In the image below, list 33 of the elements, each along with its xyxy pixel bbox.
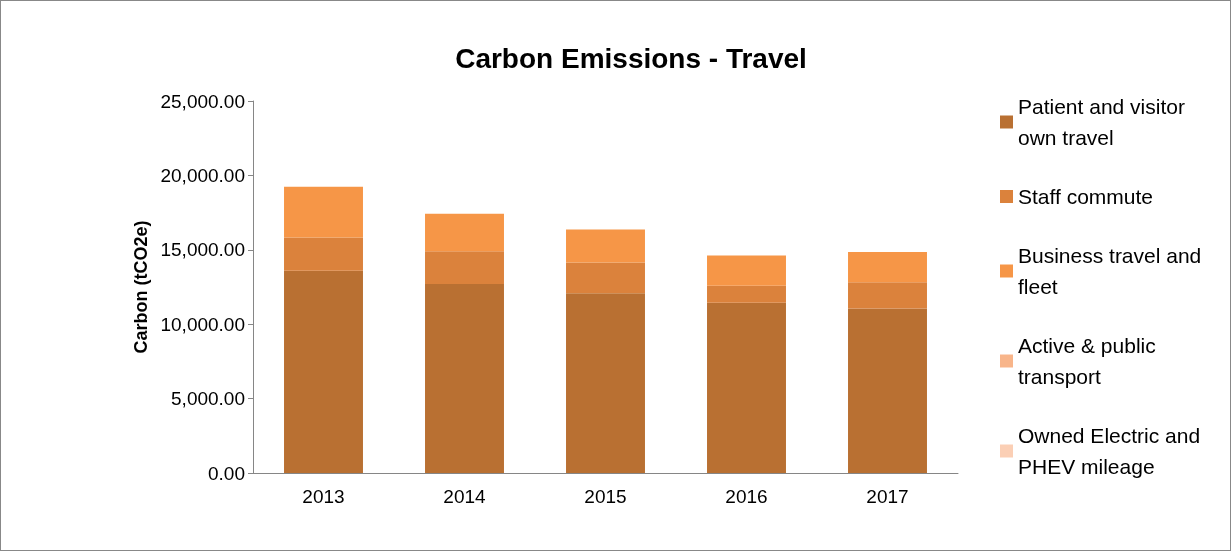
y-tick-label: 20,000.00 bbox=[160, 164, 245, 186]
legend-label: Staff commute bbox=[1018, 185, 1154, 208]
x-tick-label: 2016 bbox=[725, 486, 768, 507]
bar bbox=[707, 285, 786, 303]
bar bbox=[284, 270, 363, 473]
y-tick-label: 10,000.00 bbox=[160, 313, 245, 335]
bar bbox=[425, 251, 504, 284]
legend-label: Owned Electric and PHEV mileage bbox=[1018, 424, 1206, 478]
bar bbox=[566, 293, 645, 473]
bar bbox=[566, 229, 645, 263]
y-tick-label: 5,000.00 bbox=[171, 388, 245, 410]
legend-label: Active & public transport bbox=[1018, 334, 1162, 388]
x-tick-label: 2017 bbox=[866, 486, 909, 507]
bar bbox=[848, 308, 927, 473]
x-tick-label: 2014 bbox=[443, 486, 487, 507]
y-axis-title: Carbon (tCO2e) bbox=[130, 220, 151, 354]
bar bbox=[848, 282, 927, 309]
bar bbox=[284, 237, 363, 271]
bar bbox=[425, 283, 504, 473]
legend-label: Business travel and fleet bbox=[1018, 244, 1208, 298]
bar bbox=[707, 302, 786, 473]
bar bbox=[848, 251, 927, 283]
bar bbox=[707, 255, 786, 286]
y-tick-label: 25,000.00 bbox=[160, 90, 245, 112]
y-tick-label: 0.00 bbox=[208, 462, 245, 484]
x-tick-label: 2015 bbox=[584, 486, 627, 507]
bar bbox=[284, 186, 363, 238]
chart-title: Carbon Emissions - Travel bbox=[455, 42, 807, 74]
bar bbox=[425, 213, 504, 252]
x-tick-label: 2013 bbox=[302, 486, 345, 507]
legend-label: Patient and visitor own travel bbox=[1018, 95, 1191, 149]
bar bbox=[566, 262, 645, 294]
y-tick-label: 15,000.00 bbox=[160, 239, 245, 261]
